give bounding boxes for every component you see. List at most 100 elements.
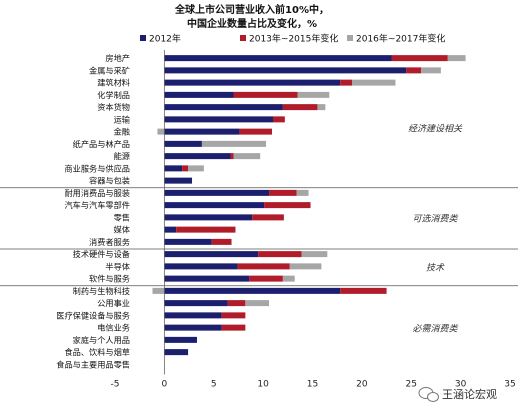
- bar-2-16: [301, 251, 328, 258]
- x-axis: -5 0 5 10 15 20 25 30 35: [111, 50, 516, 390]
- bar-0-13: [164, 214, 253, 221]
- category-label-3: 化学制品: [97, 90, 130, 100]
- category-label-12: 汽车与汽车零部件: [64, 200, 130, 210]
- bar-0-0: [164, 55, 392, 62]
- x-tick-8: 35: [504, 380, 515, 390]
- category-label-6: 金融: [114, 127, 130, 137]
- bar-1-13: [252, 214, 284, 221]
- legend-label-1: 2013年~2015年变化: [249, 33, 338, 45]
- category-label-20: 公用事业: [97, 298, 130, 308]
- category-label-18: 软件与服务: [89, 274, 130, 284]
- bar-1-18: [249, 275, 283, 282]
- group-label-0: 经济建设相关: [408, 123, 463, 134]
- x-tick-3: 10: [257, 380, 269, 390]
- bar-1-2: [340, 79, 352, 86]
- watermark-text: 王涵论宏观: [442, 387, 497, 401]
- x-tick-5: 20: [356, 380, 368, 390]
- bar-2-4: [317, 104, 326, 111]
- category-label-23: 家庭与个人用品: [73, 335, 130, 345]
- group-label-2: 技术: [426, 262, 445, 273]
- bar-0-22: [164, 324, 222, 331]
- bar-0-1: [164, 67, 407, 74]
- category-label-22: 电信业务: [97, 323, 130, 333]
- x-tick-4: 15: [307, 380, 318, 390]
- x-tick-7: 30: [455, 380, 467, 390]
- x-tick-1: 0: [162, 380, 168, 390]
- bar-0-15: [164, 238, 212, 245]
- group-label-1: 可选消费类: [412, 213, 458, 224]
- bar-2-7: [201, 140, 267, 147]
- bar-marks: [152, 55, 466, 356]
- bar-1-15: [211, 238, 232, 245]
- bar-1-11: [269, 189, 297, 196]
- bar-2-20: [245, 300, 270, 307]
- category-label-4: 资本货物: [97, 102, 130, 112]
- bar-0-17: [164, 263, 238, 270]
- bar-1-5: [273, 116, 285, 123]
- bar-1-6: [239, 128, 273, 135]
- bar-0-18: [164, 275, 250, 282]
- bar-0-12: [164, 202, 265, 209]
- bar-1-3: [233, 91, 298, 98]
- category-labels: 房地产金属与采矿建筑材料化学制品资本货物运输金融纸产品与林产品能源商业服务与供应…: [56, 53, 130, 369]
- bar-1-0: [391, 55, 448, 62]
- category-label-16: 技术硬件与设备: [73, 249, 130, 259]
- chart-legend: 2012年 2013年~2015年变化 2016年~2017年变化: [140, 33, 445, 45]
- category-label-15: 消费者服务: [89, 237, 130, 247]
- category-label-24: 食品、饮料与烟草: [64, 347, 130, 357]
- bar-0-3: [164, 91, 234, 98]
- bar-0-9: [164, 165, 183, 172]
- watermark: 王涵论宏观: [418, 387, 497, 402]
- group-label-3: 必需消费类: [412, 324, 458, 335]
- group-dividers: [0, 187, 518, 287]
- category-label-14: 媒体: [114, 225, 130, 235]
- bar-2-8: [233, 153, 261, 160]
- bar-2-1: [421, 67, 441, 74]
- category-label-9: 商业服务与供应品: [64, 163, 130, 173]
- x-tick-2: 5: [211, 380, 217, 390]
- category-label-13: 零售: [114, 212, 130, 222]
- bar-2-6: [157, 128, 165, 135]
- bar-1-14: [176, 226, 236, 233]
- category-label-17: 半导体: [105, 261, 130, 271]
- bar-0-10: [164, 177, 193, 184]
- legend-swatch-1: [240, 35, 246, 41]
- x-tick-6: 25: [406, 380, 417, 390]
- bar-1-9: [182, 165, 189, 172]
- bar-1-4: [282, 104, 318, 111]
- bar-1-20: [227, 300, 246, 307]
- bar-0-23: [164, 336, 197, 343]
- category-label-2: 建筑材料: [97, 78, 130, 88]
- bar-1-21: [221, 312, 246, 319]
- bar-1-12: [264, 202, 311, 209]
- bar-1-17: [237, 263, 290, 270]
- bar-0-16: [164, 251, 259, 258]
- bar-0-8: [164, 153, 231, 160]
- x-tick-0: -5: [111, 380, 120, 390]
- bar-0-11: [164, 189, 270, 196]
- bar-1-19: [340, 287, 387, 294]
- bar-0-24: [164, 349, 189, 356]
- bar-2-3: [297, 91, 330, 98]
- category-label-21: 医疗保健设备与服务: [56, 310, 130, 320]
- bar-0-19: [164, 287, 341, 294]
- legend-swatch-0: [140, 35, 146, 41]
- chart-title-line-2: 中国企业数量占比及变化，%: [187, 17, 317, 30]
- bar-2-17: [289, 263, 322, 270]
- legend-swatch-2: [347, 35, 353, 41]
- category-label-25: 食品与主要用品零售: [56, 359, 130, 369]
- bar-1-16: [258, 251, 302, 258]
- bar-2-18: [282, 275, 295, 282]
- chart-title-line-1: 全球上市公司营业收入前10%中，: [174, 3, 329, 16]
- category-label-0: 房地产: [105, 53, 130, 63]
- category-label-8: 能源: [114, 151, 130, 161]
- bar-2-0: [447, 55, 466, 62]
- bar-1-1: [406, 67, 422, 74]
- chart-title: 全球上市公司营业收入前10%中， 中国企业数量占比及变化，%: [174, 3, 329, 30]
- bar-1-8: [230, 153, 234, 160]
- bar-2-2: [352, 79, 396, 86]
- bar-0-5: [164, 116, 273, 123]
- bar-0-14: [164, 226, 177, 233]
